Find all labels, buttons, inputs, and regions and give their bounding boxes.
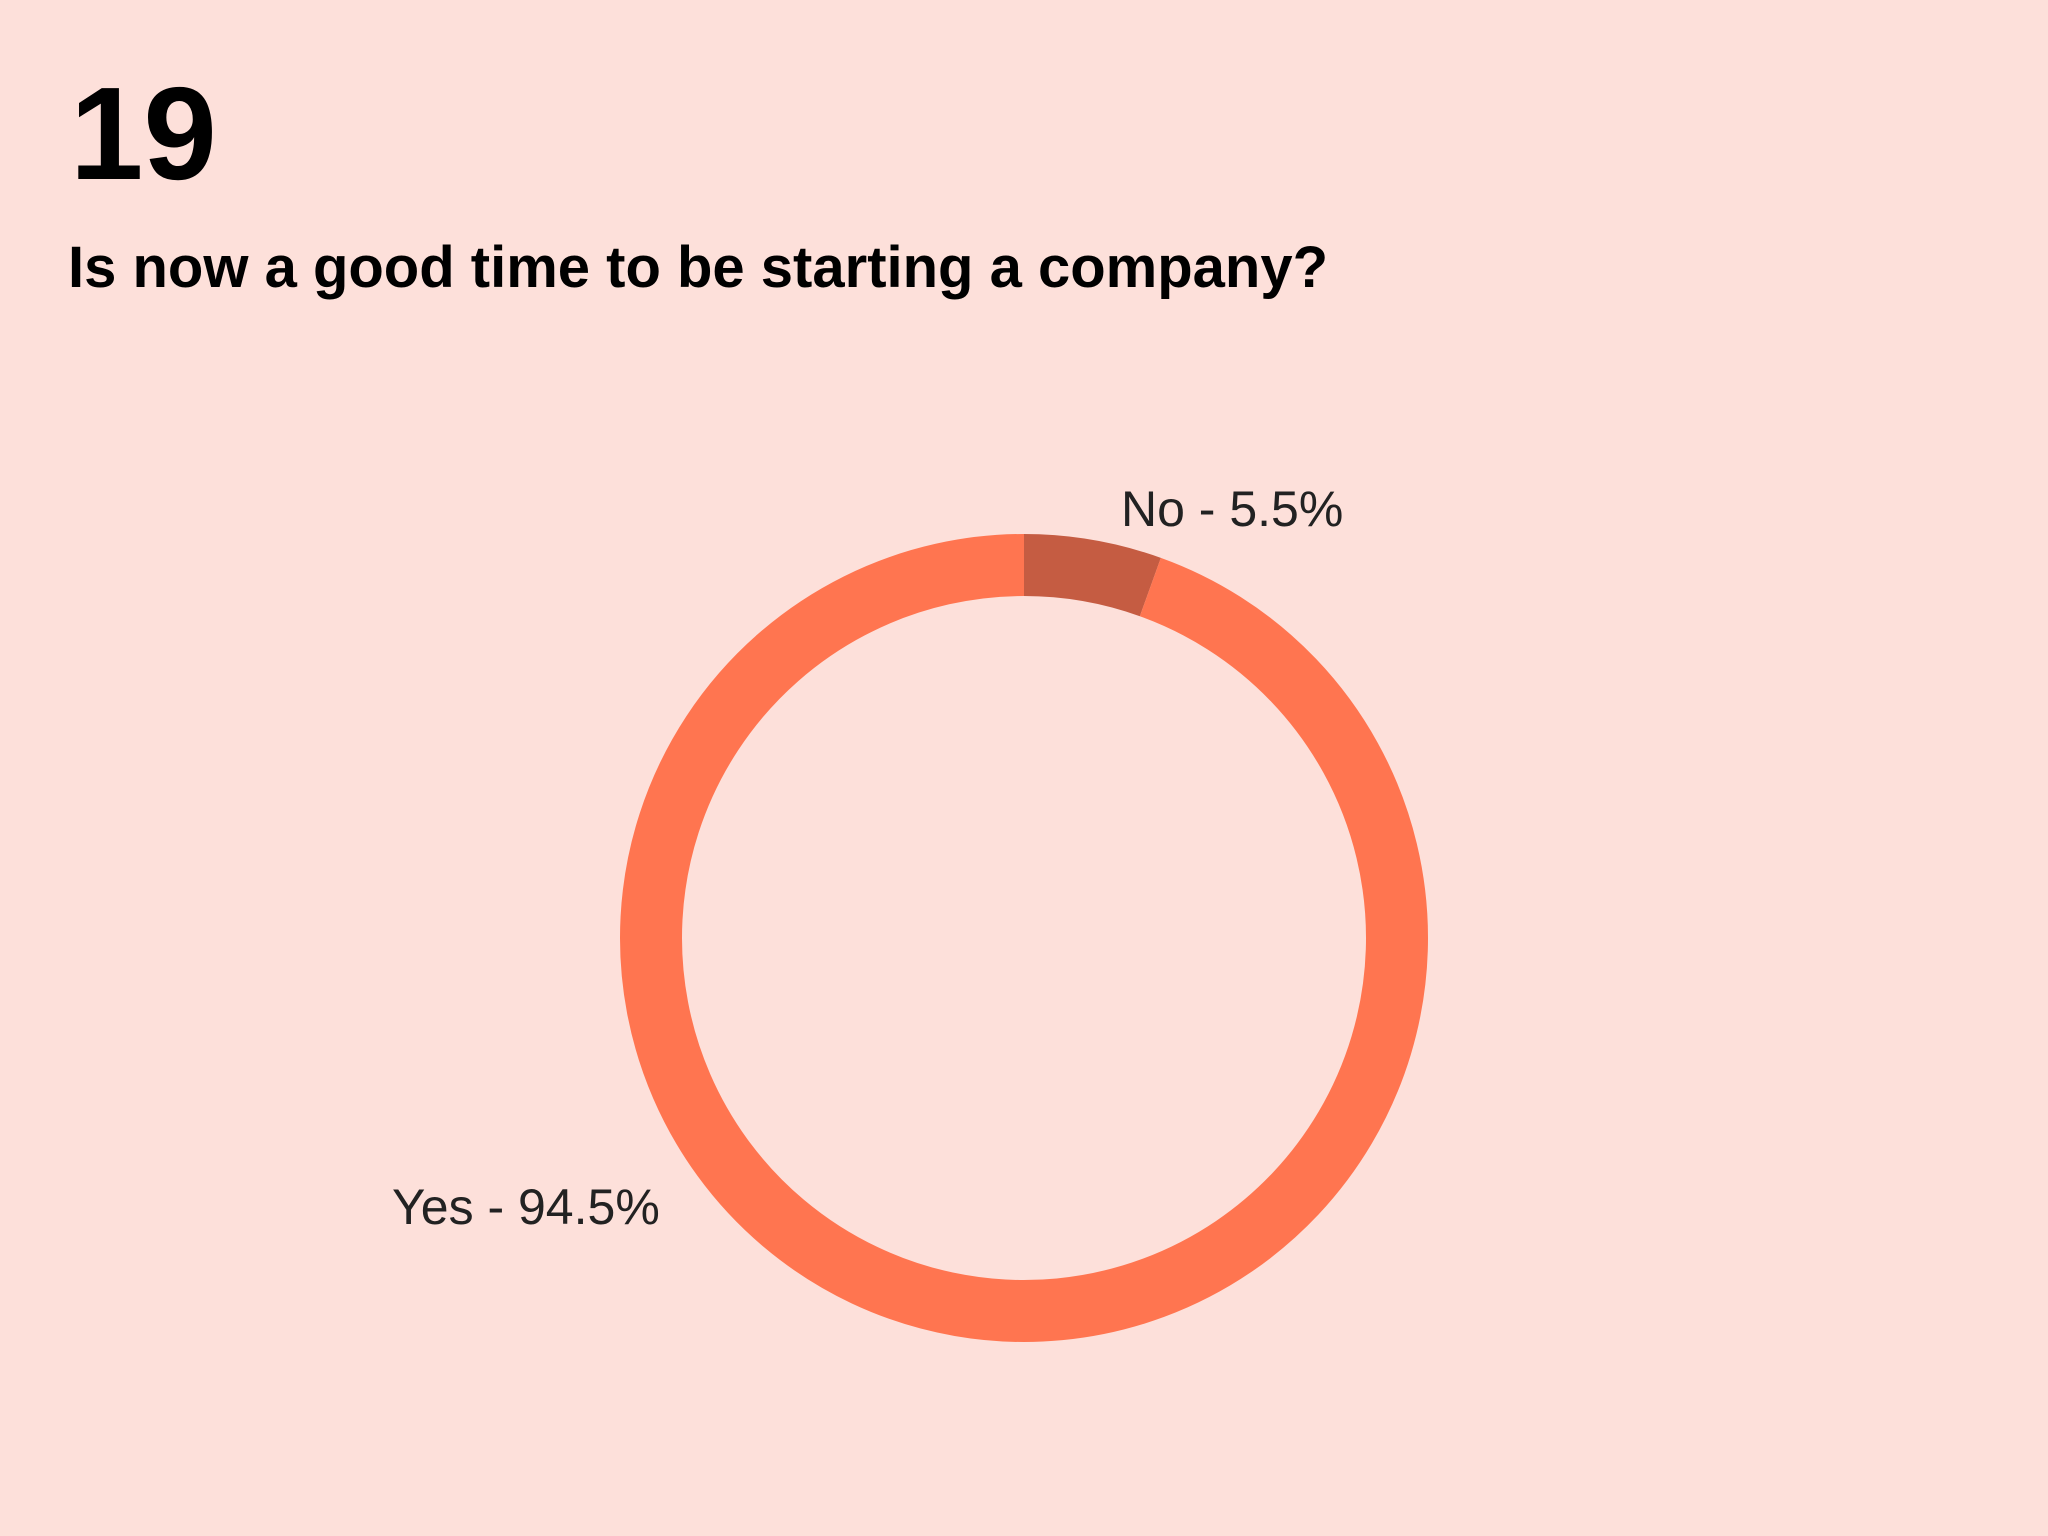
chart-title: Is now a good time to be starting a comp… <box>68 235 1328 300</box>
donut-segment <box>1023 534 1161 617</box>
data-label: Yes - 94.5% <box>392 1179 660 1235</box>
data-label: No - 5.5% <box>1121 481 1343 537</box>
slide-number: 19 <box>70 60 217 207</box>
donut-segment <box>620 534 1428 1342</box>
